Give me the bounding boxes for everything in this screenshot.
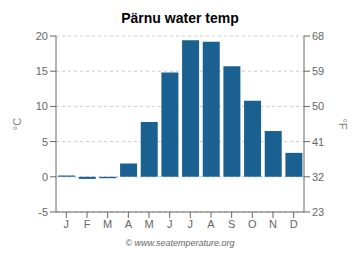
svg-text:5: 5 [42,136,48,148]
svg-text:J: J [167,218,173,230]
svg-text:68: 68 [312,30,324,42]
svg-text:°F: °F [337,118,349,129]
svg-text:-5: -5 [38,206,48,218]
svg-text:O: O [248,218,257,230]
svg-text:°C: °C [11,118,23,130]
svg-text:50: 50 [312,100,324,112]
svg-text:J: J [188,218,194,230]
svg-text:J: J [64,218,69,230]
svg-text:S: S [228,218,235,230]
svg-text:A: A [207,218,215,230]
svg-text:23: 23 [312,206,324,218]
svg-text:41: 41 [312,136,324,148]
svg-text:10: 10 [36,100,48,112]
svg-text:D: D [290,218,298,230]
html-text:Pärnu water temp: Pärnu water temp [121,10,239,26]
html-text:© www.seatemperature.org: © www.seatemperature.org [125,238,235,248]
svg-text:32: 32 [312,171,324,183]
svg-text:N: N [269,218,277,230]
svg-text:59: 59 [312,65,324,77]
svg-text:15: 15 [36,65,48,77]
svg-text:A: A [125,218,133,230]
svg-text:20: 20 [36,30,48,42]
svg-text:0: 0 [42,171,48,183]
svg-text:M: M [144,218,153,230]
svg-text:M: M [103,218,112,230]
svg-text:F: F [84,218,91,230]
